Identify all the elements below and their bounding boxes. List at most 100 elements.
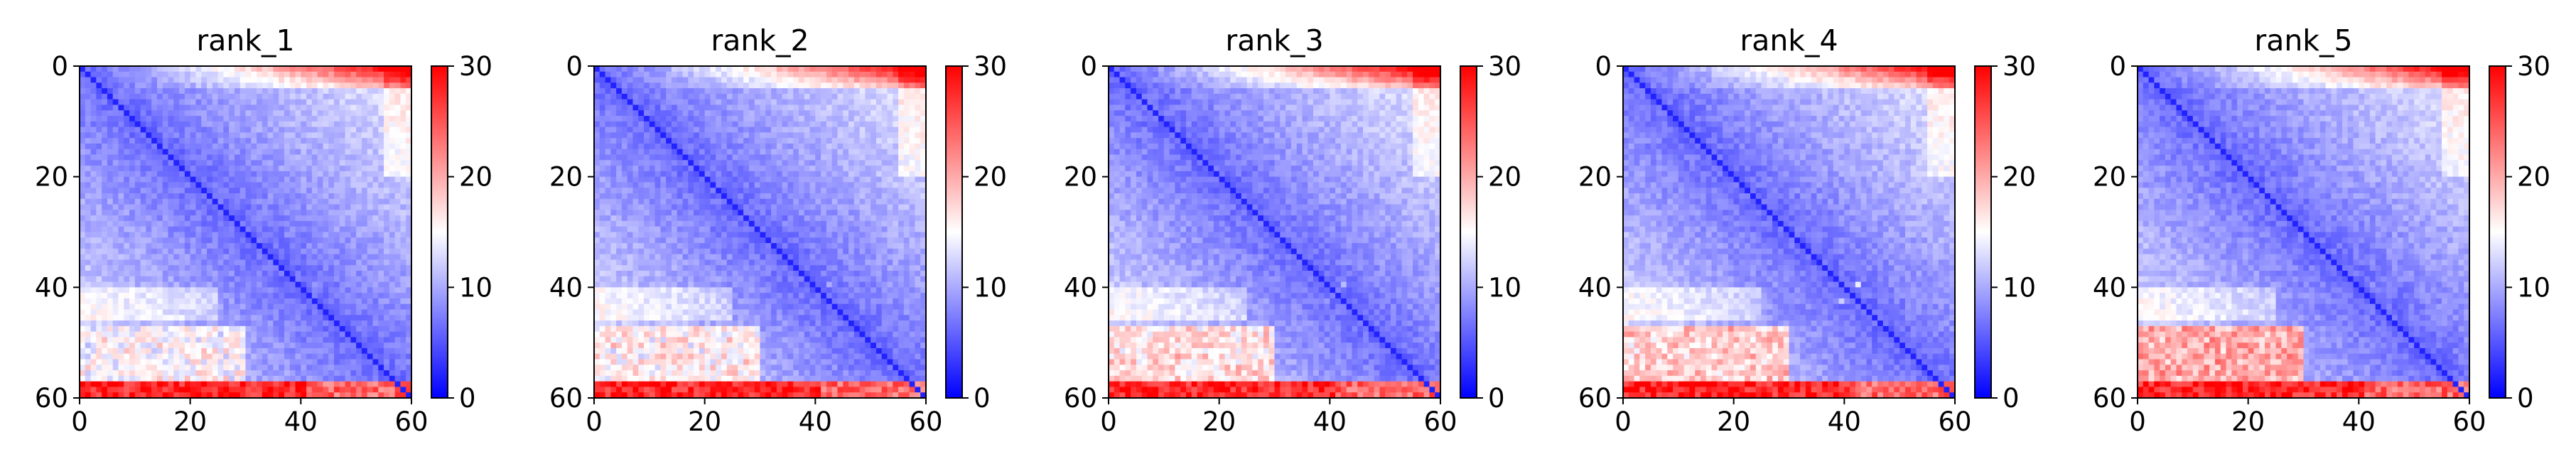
heatmap-cell: [765, 171, 771, 177]
heatmap-cell: [195, 193, 201, 199]
heatmap-cell: [318, 132, 323, 138]
heatmap-cell: [384, 315, 389, 320]
heatmap-cell: [389, 282, 395, 288]
heatmap-cell: [733, 110, 738, 116]
heatmap-cell: [151, 122, 157, 127]
heatmap-cell: [141, 259, 146, 265]
heatmap-cell: [279, 188, 284, 193]
heatmap-cell: [871, 132, 876, 138]
heatmap-cell: [672, 132, 677, 138]
heatmap-cell: [223, 77, 229, 83]
heatmap-cell: [163, 332, 168, 338]
heatmap-cell: [705, 127, 711, 133]
heatmap-cell: [262, 293, 268, 298]
heatmap-cell: [318, 293, 323, 298]
heatmap-cell: [257, 332, 262, 338]
heatmap-cell: [362, 254, 367, 260]
heatmap-cell: [173, 66, 179, 72]
heatmap-cell: [284, 293, 290, 298]
heatmap-cell: [733, 144, 738, 149]
heatmap-cell: [118, 337, 124, 343]
heatmap-cell: [721, 94, 727, 99]
heatmap-cell: [91, 382, 97, 387]
heatmap-cell: [296, 232, 301, 238]
heatmap-cell: [129, 287, 135, 293]
heatmap-cell: [257, 249, 262, 254]
heatmap-cell: [677, 104, 683, 110]
heatmap-cell: [168, 205, 174, 210]
heatmap-cell: [173, 177, 179, 183]
heatmap-cell: [910, 182, 915, 188]
heatmap-cell: [185, 354, 190, 360]
heatmap-cell: [102, 259, 107, 265]
heatmap-cell: [782, 110, 788, 116]
heatmap-cell: [345, 88, 351, 94]
heatmap-cell: [694, 82, 699, 88]
heatmap-cell: [163, 243, 168, 249]
heatmap-cell: [240, 337, 246, 343]
heatmap-cell: [389, 271, 395, 276]
heatmap-cell: [384, 320, 389, 326]
heatmap-cell: [107, 259, 113, 265]
heatmap-cell: [168, 309, 174, 315]
heatmap-cell: [96, 182, 102, 188]
heatmap-cell: [787, 188, 793, 193]
heatmap-cell: [284, 287, 290, 293]
heatmap-cell: [893, 177, 898, 183]
heatmap-cell: [400, 199, 406, 205]
heatmap-cell: [96, 337, 102, 343]
heatmap-cell: [195, 309, 201, 315]
heatmap-cell: [340, 88, 345, 94]
heatmap-cell: [340, 82, 345, 88]
heatmap-cell: [251, 144, 257, 149]
heatmap-cell: [865, 110, 871, 116]
heatmap-cell: [616, 144, 622, 149]
heatmap-cell: [157, 360, 163, 365]
heatmap-cell: [129, 193, 135, 199]
heatmap-cell: [290, 188, 296, 193]
heatmap-cell: [240, 72, 246, 77]
heatmap-cell: [212, 122, 218, 127]
heatmap-cell: [373, 182, 379, 188]
heatmap-cell: [334, 254, 340, 260]
heatmap-cell: [815, 127, 821, 133]
heatmap-cell: [804, 188, 810, 193]
heatmap-cell: [743, 171, 749, 177]
heatmap-cell: [96, 160, 102, 166]
heatmap-cell: [306, 88, 312, 94]
heatmap-cell: [367, 132, 373, 138]
heatmap-cell: [284, 315, 290, 320]
heatmap-cell: [627, 99, 633, 105]
heatmap-cell: [257, 88, 262, 94]
heatmap-cell: [345, 182, 351, 188]
heatmap-cell: [793, 122, 799, 127]
heatmap-cell: [395, 376, 401, 382]
heatmap-cell: [163, 360, 168, 365]
heatmap-cell: [755, 77, 760, 83]
heatmap-cell: [848, 122, 854, 127]
heatmap-cell: [235, 332, 240, 338]
heatmap-cell: [163, 276, 168, 282]
heatmap-cell: [334, 177, 340, 183]
heatmap-cell: [660, 138, 666, 144]
heatmap-cell: [400, 210, 406, 215]
heatmap-cell: [218, 309, 224, 315]
heatmap-cell: [296, 155, 301, 161]
heatmap-cell: [212, 188, 218, 193]
heatmap-cell: [910, 149, 915, 155]
heatmap-cell: [212, 365, 218, 370]
heatmap-cell: [350, 370, 356, 376]
heatmap-cell: [201, 116, 207, 122]
heatmap-cell: [273, 370, 279, 376]
heatmap-cell: [129, 365, 135, 370]
heatmap-cell: [185, 116, 190, 122]
heatmap-cell: [323, 287, 328, 293]
heatmap-cell: [610, 144, 616, 149]
heatmap-cell: [743, 188, 749, 193]
heatmap-cell: [760, 88, 766, 94]
heatmap-cell: [672, 144, 677, 149]
heatmap-cell: [135, 259, 141, 265]
heatmap-cell: [129, 232, 135, 238]
heatmap-cell: [102, 110, 107, 116]
